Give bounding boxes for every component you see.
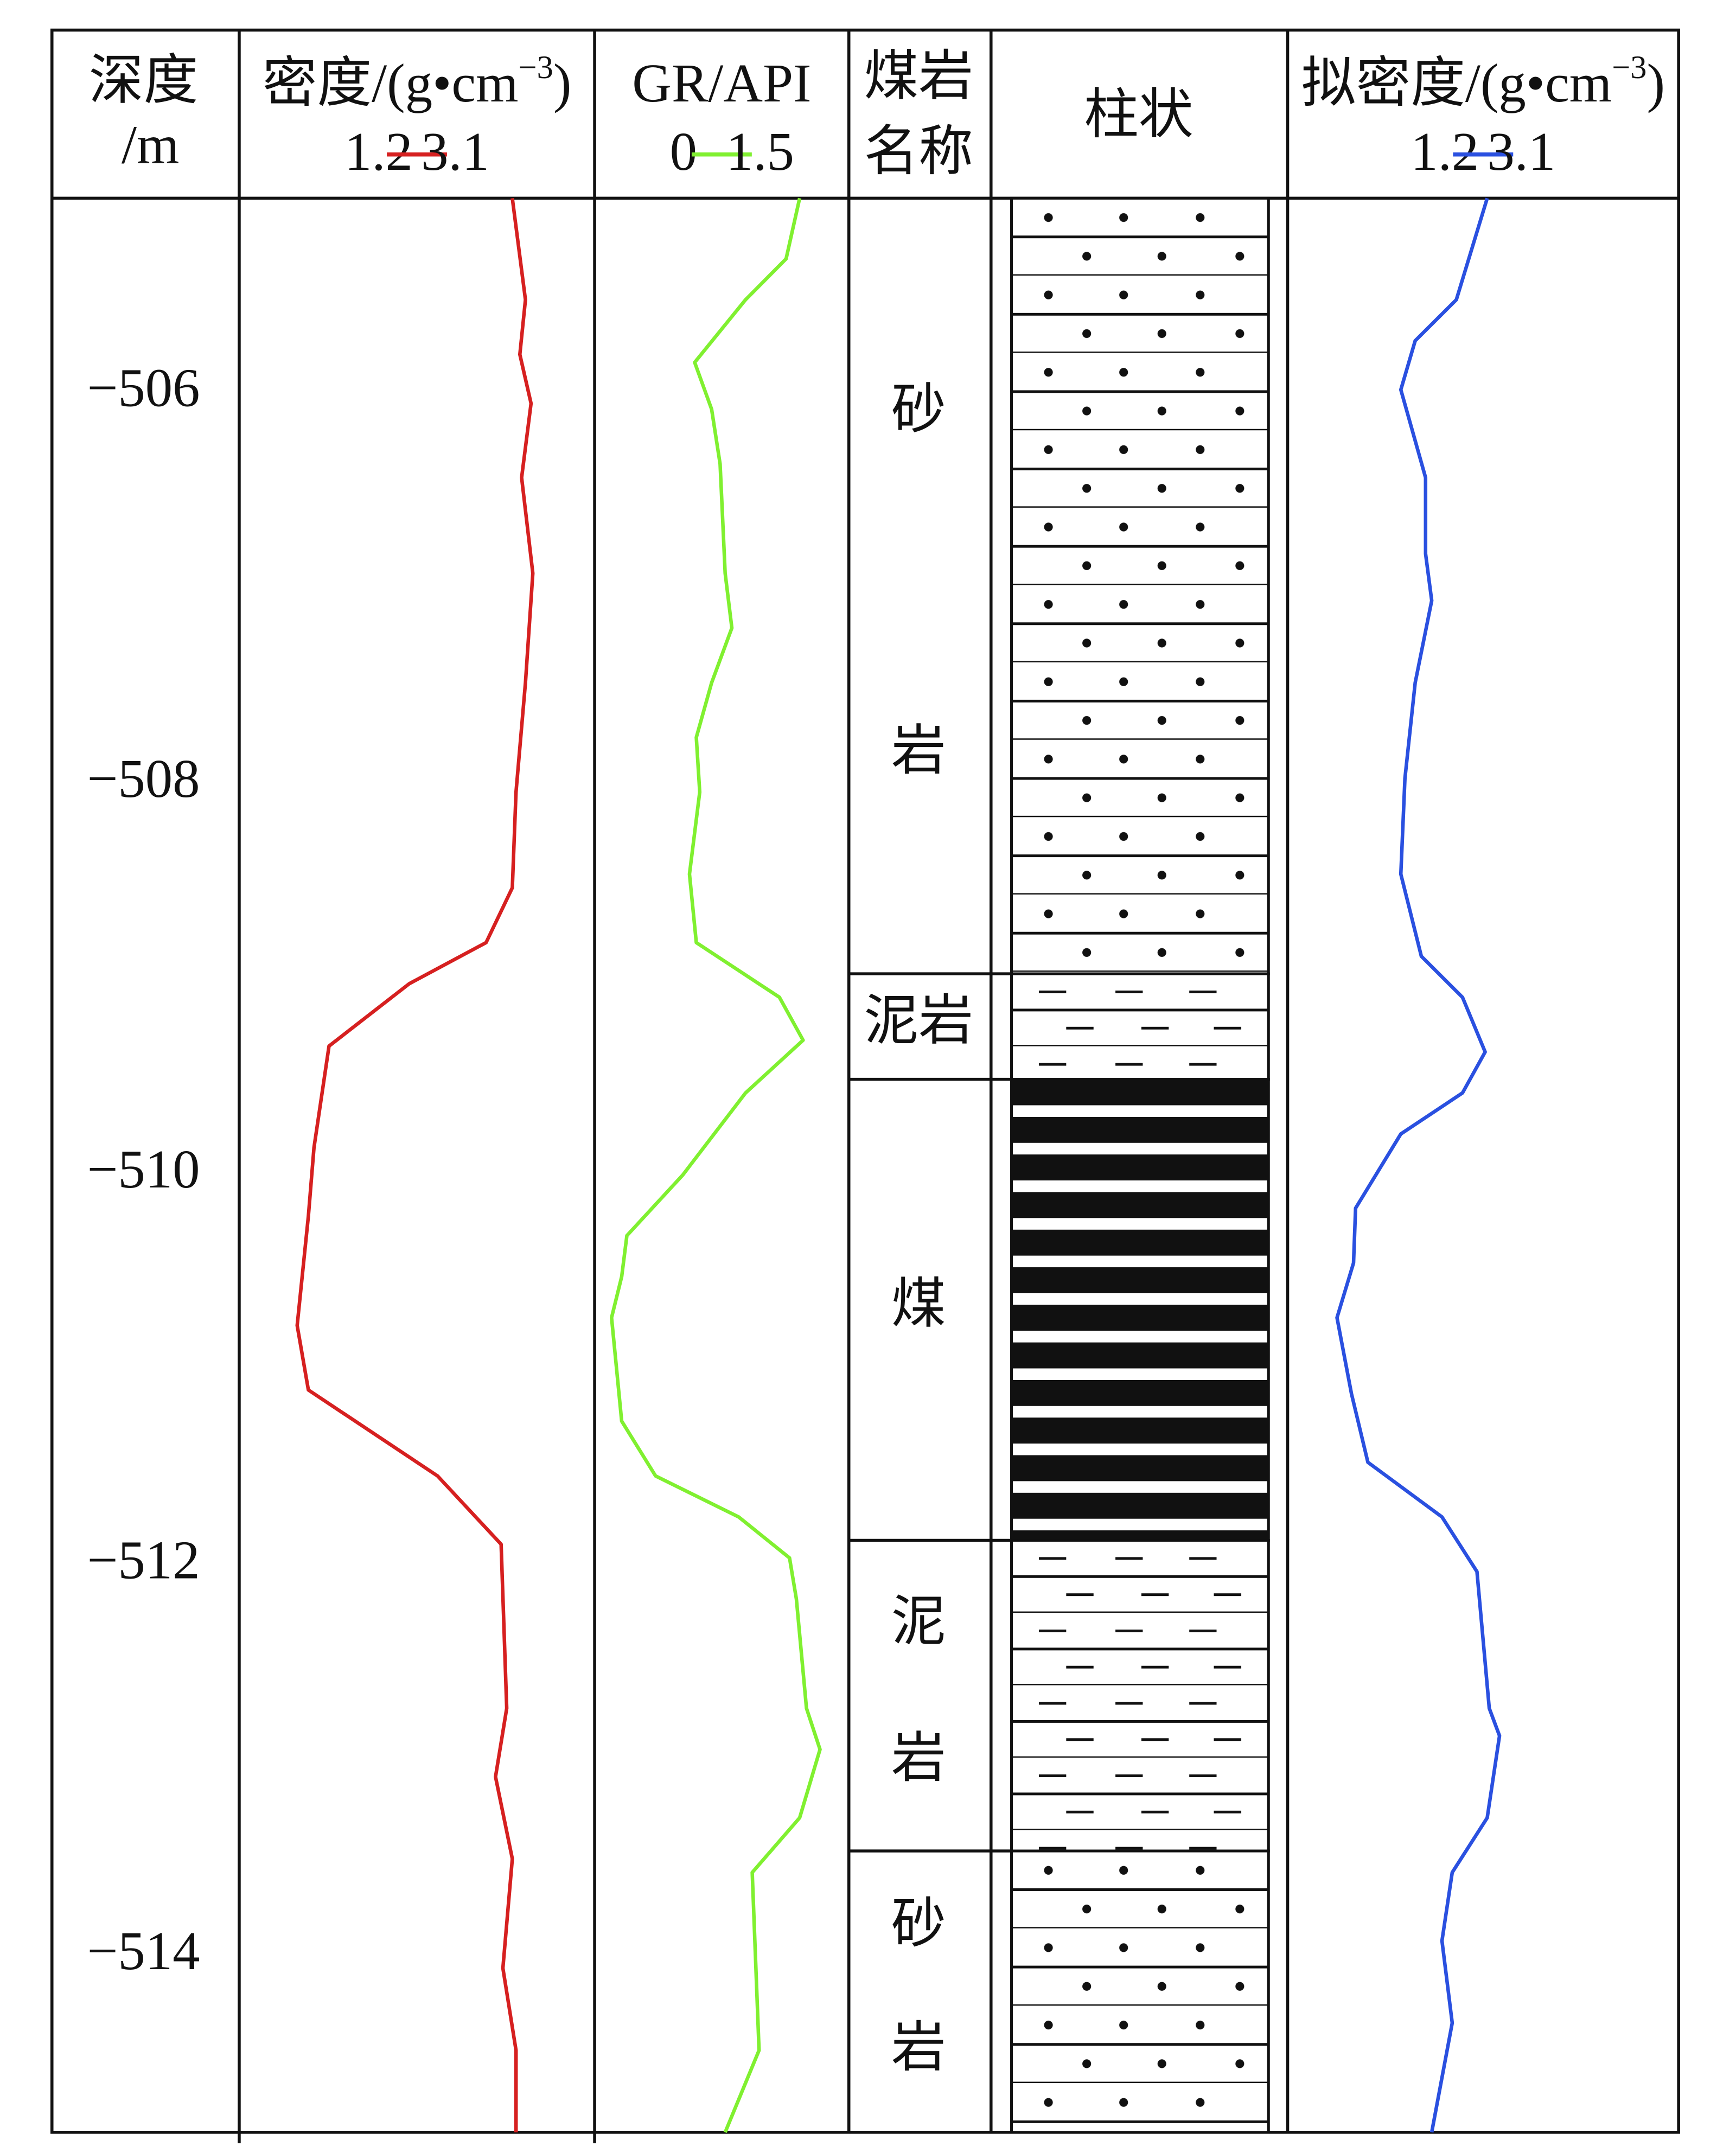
depth-tick-label: −514: [87, 1920, 200, 1981]
layer-name: 砂: [891, 379, 946, 440]
layer-name: 岩: [891, 2017, 946, 2078]
track-title-sup: −3: [518, 49, 553, 86]
scale-min: 0: [670, 121, 697, 182]
depth-tick-label: −512: [87, 1529, 200, 1590]
log-curve: [295, 197, 535, 2132]
layer-name: 岩: [891, 720, 946, 781]
layer-name: 砂: [891, 1893, 946, 1954]
track-title-text: 密度/(g•cm: [263, 53, 519, 113]
depth-title: 深度: [89, 50, 199, 111]
lithology-layer: [1010, 1539, 1270, 1853]
lithology-layer: [1010, 1849, 1270, 2134]
depth-tick-label: −508: [87, 748, 200, 809]
log-curve: [1335, 197, 1502, 2133]
lithology-layer: [1010, 196, 1270, 975]
track-title: 密度/(g•cm−3): [263, 49, 572, 113]
layer-name: 泥: [891, 1591, 946, 1652]
scale-min: 1.2: [1410, 121, 1479, 182]
scale-max: 3.1: [421, 121, 489, 182]
depth-unit: /m: [122, 114, 179, 175]
track-title-end: ): [1647, 53, 1665, 113]
track-title-end: ): [553, 53, 572, 113]
track-title-text: 拟密度/(g•cm: [1301, 53, 1612, 113]
lithology-layer: [1010, 1078, 1270, 1542]
log-curve: [610, 197, 822, 2134]
track-title-sup: −3: [1612, 49, 1646, 86]
frame: [50, 28, 1680, 2143]
scale-max: 3.1: [1487, 121, 1555, 182]
track-title: GR/API: [632, 53, 811, 113]
column-header: 柱状: [1084, 84, 1194, 145]
scale-max: 1.5: [726, 121, 794, 182]
layer-name: 煤: [891, 1274, 946, 1334]
scale-min: 1.2: [344, 121, 413, 182]
depth-tick-label: −506: [87, 357, 200, 418]
depth-tick-label: −510: [87, 1139, 200, 1199]
layer-name: 岩: [891, 1728, 946, 1789]
name-header: 名称: [864, 121, 973, 182]
lithology-layer: [1010, 972, 1270, 1081]
track-title: 拟密度/(g•cm−3): [1301, 49, 1665, 113]
border: [50, 28, 1680, 2134]
name-header: 煤岩: [864, 46, 973, 106]
track-title-text: GR/API: [632, 53, 811, 113]
layer-name: 泥岩: [864, 991, 973, 1051]
